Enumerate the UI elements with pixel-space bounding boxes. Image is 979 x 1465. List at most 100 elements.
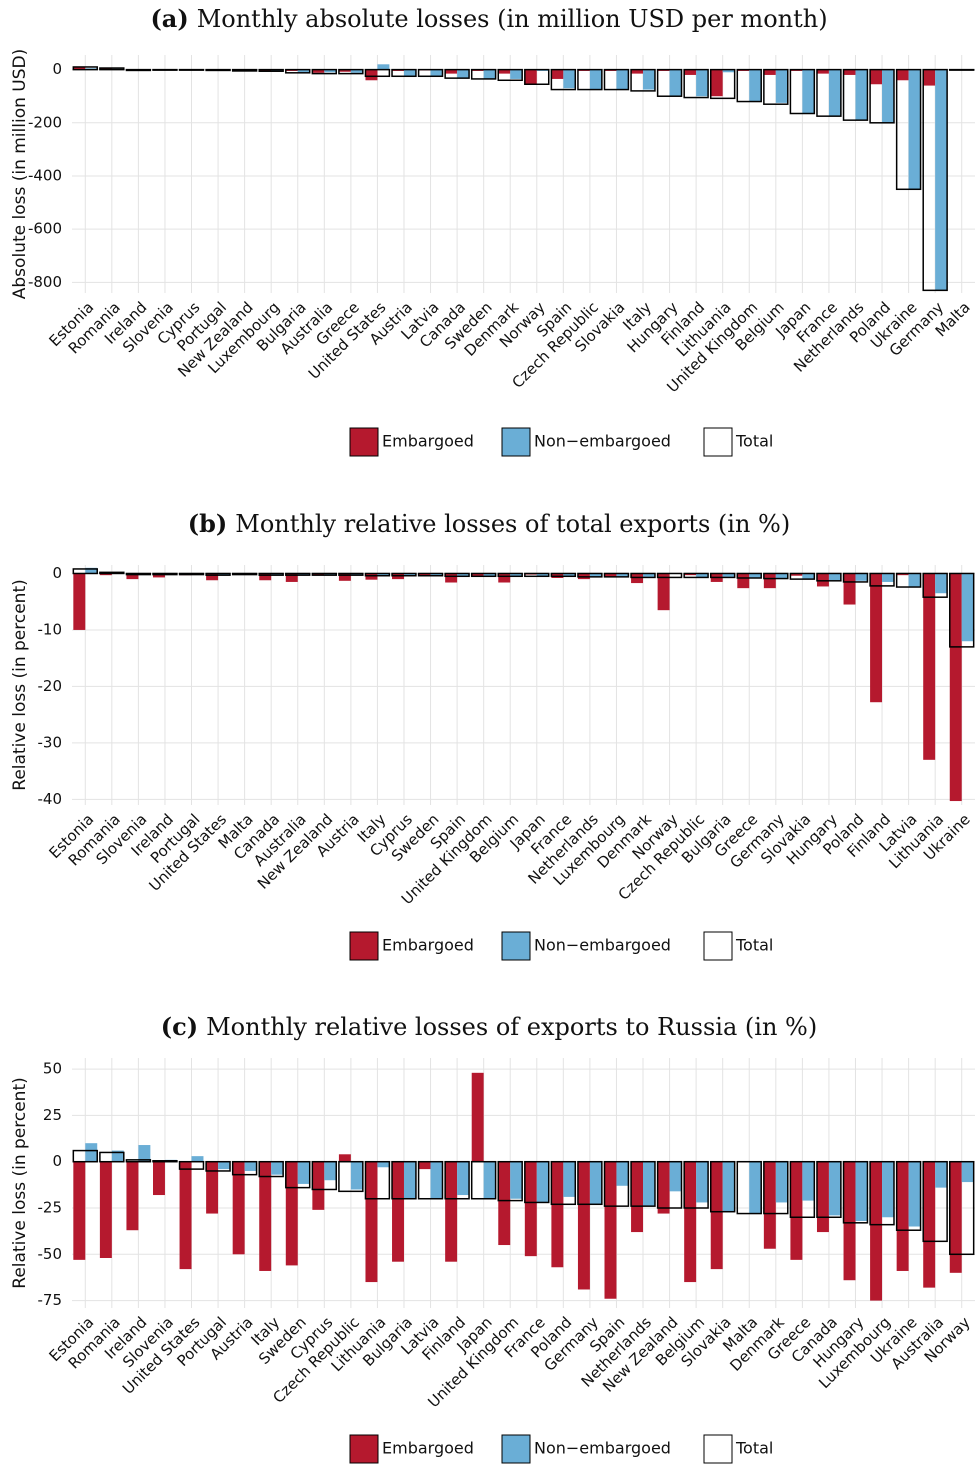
bar [445, 69, 458, 74]
bar [99, 573, 112, 576]
bar [471, 1072, 484, 1162]
bar [749, 69, 762, 102]
bar [365, 69, 378, 81]
bar [616, 573, 629, 577]
bar [908, 1161, 921, 1227]
bar [457, 1161, 470, 1196]
total-bar [231, 1160, 258, 1176]
total-bar [577, 1160, 603, 1206]
total-bar [949, 1160, 975, 1256]
bar [855, 1161, 868, 1221]
bar [445, 573, 458, 583]
total-bar [497, 68, 523, 82]
bar [749, 573, 762, 578]
y-tick-label: -10 [38, 620, 63, 638]
bar [297, 573, 310, 576]
bar [882, 69, 894, 123]
bar [775, 69, 788, 103]
total-bar [391, 572, 417, 577]
bar [153, 1161, 165, 1196]
y-tick-label: -50 [38, 1245, 63, 1263]
total-bar [550, 68, 577, 91]
legend-swatch [349, 931, 379, 961]
bar [684, 573, 697, 576]
bar [696, 1161, 709, 1203]
bar [657, 573, 670, 611]
y-tick-label: -30 [38, 733, 63, 751]
bar [961, 1161, 974, 1183]
bar [206, 1161, 219, 1214]
bar [949, 1161, 962, 1273]
bar [498, 573, 511, 583]
total-bar [417, 1160, 444, 1200]
total-bar [152, 572, 178, 576]
bar [73, 67, 86, 70]
bar [365, 573, 378, 580]
bar [483, 1161, 496, 1199]
total-bar [125, 1159, 152, 1163]
bar [737, 573, 750, 589]
bar [870, 573, 883, 703]
total-bar [895, 1160, 922, 1231]
total-bar [577, 68, 603, 91]
total-bar [364, 1160, 391, 1200]
bar [631, 1161, 644, 1233]
total-bar [524, 68, 550, 86]
bar [657, 1161, 670, 1214]
bar [471, 573, 484, 576]
bar [577, 1161, 590, 1290]
legend-label: Embargoed [382, 432, 474, 451]
y-tick-label: -200 [28, 113, 62, 131]
total-bar [497, 1160, 523, 1202]
bar [312, 69, 325, 73]
total-bar [470, 1160, 497, 1200]
total-bar [895, 572, 922, 588]
chart-title: (c) Monthly relative losses of exports to… [161, 1012, 817, 1041]
bar [802, 1161, 815, 1201]
bar [896, 573, 909, 576]
bar [312, 573, 325, 576]
total-bar [444, 1160, 470, 1200]
total-bar [816, 1160, 842, 1219]
bar [816, 573, 829, 587]
total-bar [338, 572, 364, 576]
bar [350, 69, 363, 73]
bar [722, 1161, 735, 1212]
bar [589, 69, 602, 90]
bar [949, 573, 962, 802]
bar [551, 69, 564, 79]
bar [908, 573, 921, 587]
bar [763, 1161, 776, 1249]
bar [775, 1161, 788, 1203]
bar [191, 1156, 204, 1162]
total-bar [630, 68, 656, 92]
total-bar [656, 572, 683, 579]
bar [616, 1161, 629, 1186]
bar [563, 69, 576, 89]
bar [377, 64, 390, 70]
bar [218, 1161, 231, 1170]
total-bar [656, 68, 683, 97]
total-bar [949, 572, 975, 648]
legend-swatch [501, 1434, 531, 1464]
bar [206, 573, 219, 581]
total-bar [709, 572, 736, 579]
legend-swatch [349, 427, 379, 457]
total-bar [603, 68, 630, 91]
bar [896, 1161, 909, 1271]
bar [418, 573, 431, 577]
legend-label: Total [735, 936, 773, 955]
total-bar [205, 68, 231, 72]
bar [696, 573, 709, 578]
bar [259, 1161, 272, 1271]
panel-label: (b) [188, 509, 228, 538]
total-bar [550, 572, 577, 578]
total-bar [231, 68, 258, 72]
total-bar [497, 572, 523, 578]
bar [802, 69, 815, 114]
bar [843, 573, 856, 605]
total-bar [736, 68, 762, 103]
y-tick-label: 50 [43, 1060, 62, 1078]
bar [350, 573, 363, 576]
